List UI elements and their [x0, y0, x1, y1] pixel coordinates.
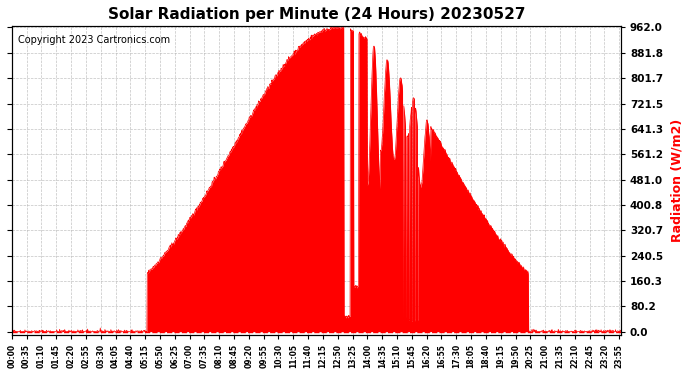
Title: Solar Radiation per Minute (24 Hours) 20230527: Solar Radiation per Minute (24 Hours) 20…	[108, 7, 525, 22]
Y-axis label: Radiation (W/m2): Radiation (W/m2)	[670, 119, 683, 242]
Text: Copyright 2023 Cartronics.com: Copyright 2023 Cartronics.com	[18, 35, 170, 45]
